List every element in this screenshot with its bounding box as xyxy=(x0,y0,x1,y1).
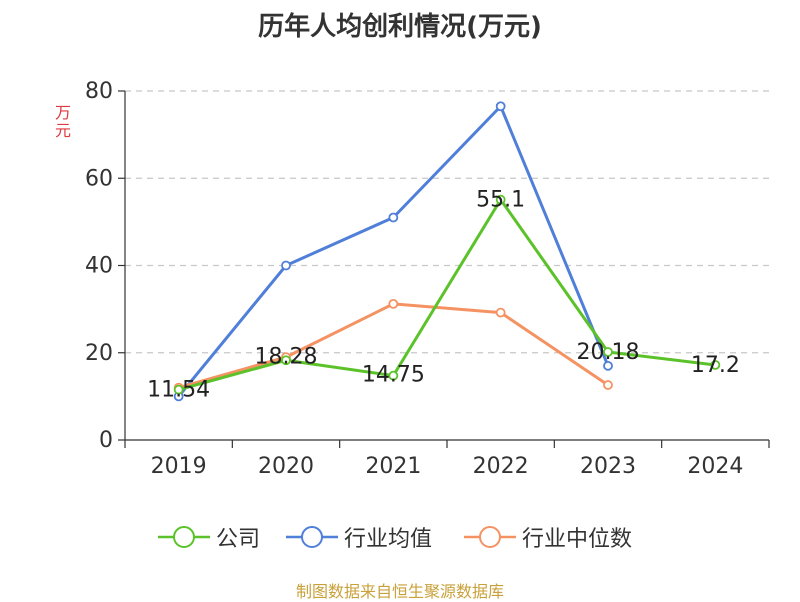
data-point-2 xyxy=(495,307,506,318)
data-label: 11.54 xyxy=(147,378,210,403)
legend-label-industry-median: 行业中位数 xyxy=(522,527,633,552)
data-point-0 xyxy=(710,360,721,370)
legend-item-industry-avg[interactable]: 行业均值 xyxy=(286,522,432,552)
x-tick-label: 2019 xyxy=(151,454,207,479)
data-point-1 xyxy=(603,360,613,371)
y-tick-label: 40 xyxy=(85,254,113,279)
y-tick-label: 0 xyxy=(99,428,113,453)
legend: 公司 行业均值 行业中位数 xyxy=(0,522,800,552)
legend-label-company: 公司 xyxy=(216,527,261,552)
y-tick-label: 80 xyxy=(85,79,113,104)
data-label: 14.75 xyxy=(362,363,425,388)
x-tick-label: 2022 xyxy=(473,454,529,479)
y-axis-unit-label: 万元 xyxy=(54,103,71,140)
data-point-1 xyxy=(388,212,399,223)
chart-title: 历年人均创利情况(万元) xyxy=(258,12,542,42)
data-label: 18.28 xyxy=(255,344,318,369)
data-label: 20.18 xyxy=(577,340,640,365)
legend-label-industry-avg: 行业均值 xyxy=(344,527,433,552)
series-line-0 xyxy=(178,198,716,392)
x-tick-label: 2021 xyxy=(365,454,421,479)
data-point-0 xyxy=(603,347,613,357)
data-label: 17.2 xyxy=(691,353,740,378)
x-tick-label: 2024 xyxy=(687,454,743,479)
data-point-1 xyxy=(281,260,291,271)
data-point-2 xyxy=(388,298,399,309)
y-tick-label: 60 xyxy=(85,166,113,191)
x-tick-label: 2020 xyxy=(258,454,314,479)
source-note: 制图数据来自恒生聚源数据库 xyxy=(295,582,504,601)
legend-item-company[interactable]: 公司 xyxy=(158,522,260,552)
y-tick-label: 20 xyxy=(85,341,113,366)
data-point-2 xyxy=(603,380,613,390)
legend-marker-industry-median xyxy=(464,526,516,548)
legend-item-industry-median[interactable]: 行业中位数 xyxy=(464,522,632,552)
legend-marker-industry-avg xyxy=(286,526,338,548)
x-tick-label: 2023 xyxy=(580,454,636,479)
data-point-0 xyxy=(495,194,506,205)
data-point-0 xyxy=(388,370,399,381)
data-point-0 xyxy=(173,384,184,395)
data-label: 55.1 xyxy=(476,188,525,213)
data-point-1 xyxy=(495,101,506,112)
legend-marker-company xyxy=(158,526,210,548)
data-point-0 xyxy=(281,355,291,366)
